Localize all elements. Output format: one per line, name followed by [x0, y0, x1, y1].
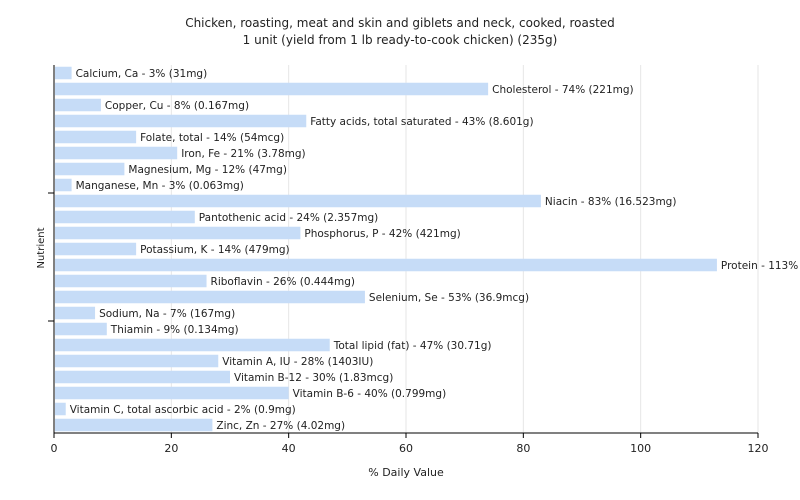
bar: [55, 322, 107, 336]
bar: [55, 146, 178, 160]
bar: [55, 338, 330, 352]
bar: [55, 114, 307, 128]
bar-data-label: Pantothenic acid - 24% (2.357mg): [199, 212, 378, 224]
bar-data-label: Copper, Cu - 8% (0.167mg): [105, 100, 249, 112]
bar-data-label: Sodium, Na - 7% (167mg): [99, 308, 235, 320]
chart-subtitle: 1 unit (yield from 1 lb ready-to-cook ch…: [243, 33, 558, 47]
bar: [55, 370, 230, 384]
bar-data-label: Fatty acids, total saturated - 43% (8.60…: [310, 116, 533, 128]
bar: [55, 82, 489, 96]
bar: [55, 162, 125, 176]
bar: [55, 242, 137, 256]
axes: 0 20 40 60 80 100 120: [48, 65, 769, 455]
bar-data-label: Selenium, Se - 53% (36.9mcg): [369, 292, 529, 304]
bar-data-label: Vitamin B-12 - 30% (1.83mcg): [234, 372, 393, 384]
bar: [55, 418, 213, 432]
chart-title: Chicken, roasting, meat and skin and gib…: [185, 16, 615, 30]
bar-data-label: Protein - 113% (56.31g): [721, 260, 800, 272]
bar: [55, 274, 207, 288]
bar: [55, 130, 137, 144]
bar-data-label: Zinc, Zn - 27% (4.02mg): [216, 420, 345, 432]
bar: [55, 226, 301, 240]
bar-data-label: Folate, total - 14% (54mcg): [140, 132, 284, 144]
bar: [55, 386, 289, 400]
bar-data-label: Thiamin - 9% (0.134mg): [110, 324, 239, 336]
bars: Calcium, Ca - 3% (31mg) Cholesterol - 74%…: [55, 66, 800, 432]
bar: [55, 354, 219, 368]
x-tick-label: 120: [748, 442, 769, 455]
bar: [55, 402, 66, 416]
bar: [55, 98, 101, 112]
bar-data-label: Manganese, Mn - 3% (0.063mg): [76, 180, 244, 192]
y-axis-title: Nutrient: [36, 227, 47, 268]
bar-data-label: Calcium, Ca - 3% (31mg): [76, 68, 208, 80]
bar: [55, 194, 541, 208]
x-tick-label: 40: [282, 442, 296, 455]
x-tick-label: 100: [630, 442, 651, 455]
bar-data-label: Potassium, K - 14% (479mg): [140, 244, 290, 256]
bar: [55, 290, 365, 304]
bar: [55, 210, 195, 224]
bar-data-label: Total lipid (fat) - 47% (30.71g): [333, 340, 492, 352]
bar-data-label: Vitamin A, IU - 28% (1403IU): [222, 356, 373, 368]
bar-data-label: Niacin - 83% (16.523mg): [545, 196, 677, 208]
bar: [55, 178, 72, 192]
bar-data-label: Vitamin C, total ascorbic acid - 2% (0.9…: [70, 404, 296, 416]
bar-data-label: Riboflavin - 26% (0.444mg): [211, 276, 355, 288]
bar-data-label: Iron, Fe - 21% (3.78mg): [181, 148, 305, 160]
bar-data-label: Cholesterol - 74% (221mg): [492, 84, 634, 96]
x-axis-title: % Daily Value: [368, 466, 444, 479]
x-tick-label: 0: [51, 442, 58, 455]
bar-data-label: Magnesium, Mg - 12% (47mg): [128, 164, 287, 176]
bar-data-label: Vitamin B-6 - 40% (0.799mg): [293, 388, 447, 400]
bar-data-label: Phosphorus, P - 42% (421mg): [304, 228, 460, 240]
x-tick-label: 20: [164, 442, 178, 455]
bar: [55, 306, 96, 320]
bar: [55, 66, 72, 80]
x-tick-label: 80: [516, 442, 530, 455]
bar: [55, 258, 717, 272]
x-tick-label: 60: [399, 442, 413, 455]
